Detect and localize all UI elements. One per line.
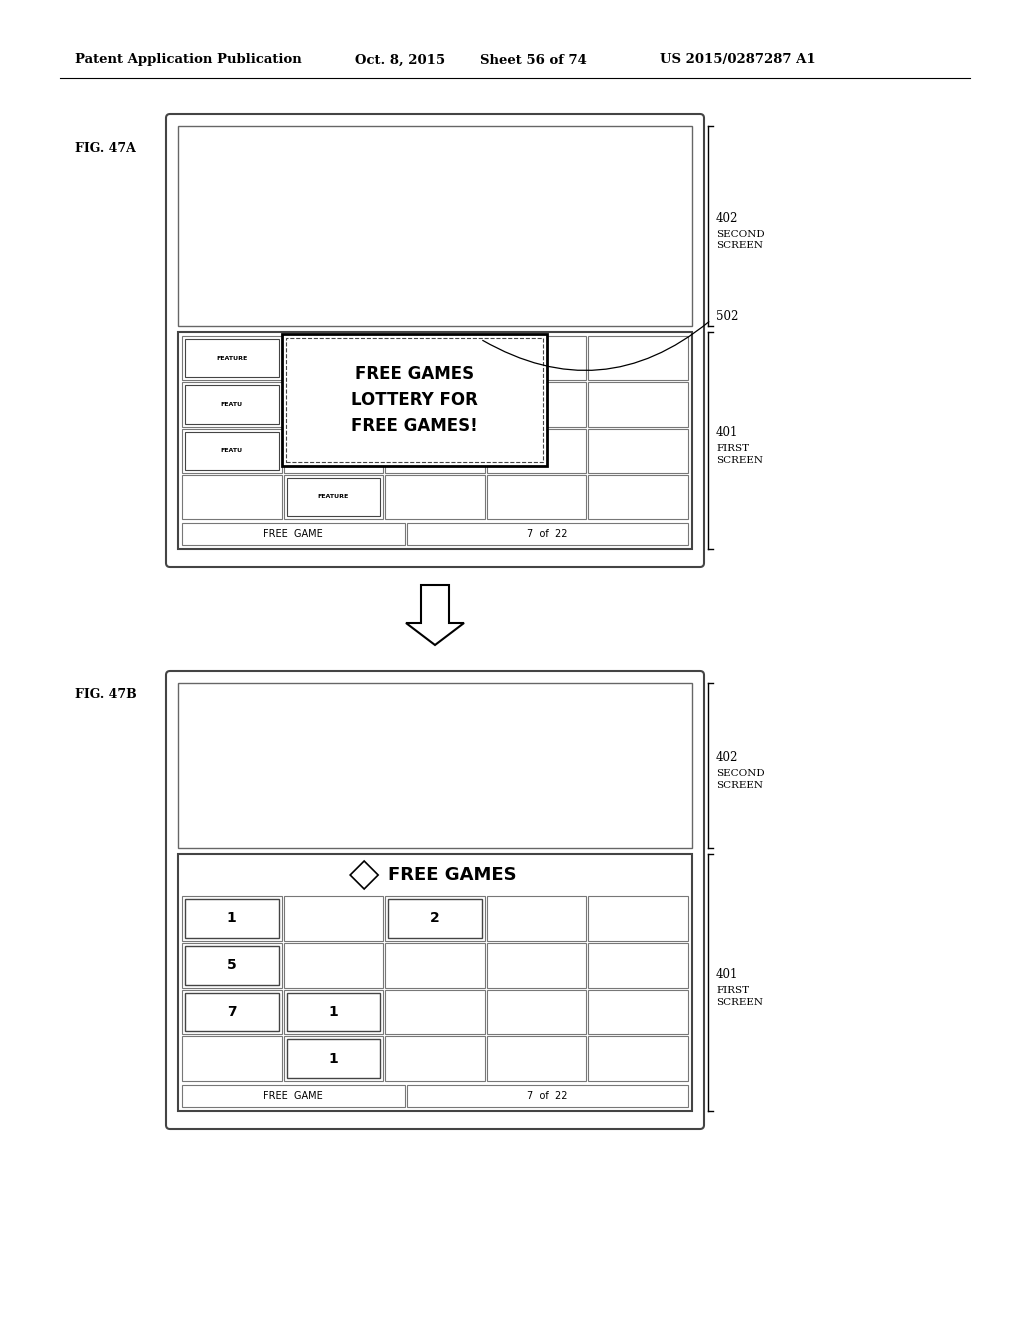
Text: FIRST
SCREEN: FIRST SCREEN bbox=[716, 445, 763, 465]
Bar bbox=[486, 942, 587, 987]
Text: 5: 5 bbox=[227, 958, 237, 972]
Bar bbox=[385, 896, 484, 941]
Text: Sheet 56 of 74: Sheet 56 of 74 bbox=[480, 54, 587, 66]
Bar bbox=[486, 429, 587, 473]
Text: 401: 401 bbox=[716, 968, 738, 981]
Bar bbox=[185, 432, 279, 470]
Bar bbox=[486, 383, 587, 426]
Text: 7: 7 bbox=[227, 1005, 237, 1019]
Text: FREE  GAME: FREE GAME bbox=[263, 529, 324, 539]
Bar bbox=[284, 337, 383, 380]
Bar bbox=[182, 383, 282, 426]
Bar bbox=[178, 333, 692, 549]
Bar bbox=[589, 475, 688, 519]
Text: 1: 1 bbox=[329, 1005, 338, 1019]
Bar bbox=[185, 945, 279, 985]
Bar bbox=[385, 475, 484, 519]
Text: 401: 401 bbox=[716, 426, 738, 440]
Bar bbox=[182, 990, 282, 1035]
Bar bbox=[388, 899, 482, 937]
Bar bbox=[385, 942, 484, 987]
Bar bbox=[407, 523, 688, 545]
Text: FIRST
SCREEN: FIRST SCREEN bbox=[716, 986, 763, 1007]
Bar bbox=[385, 1036, 484, 1081]
Text: FEATURE: FEATURE bbox=[216, 355, 248, 360]
Bar bbox=[284, 942, 383, 987]
Bar bbox=[287, 478, 380, 516]
Bar bbox=[182, 1036, 282, 1081]
Text: FIG. 47B: FIG. 47B bbox=[75, 689, 137, 701]
Bar bbox=[385, 429, 484, 473]
Bar bbox=[182, 1085, 404, 1107]
Text: 402: 402 bbox=[716, 751, 738, 764]
Bar bbox=[284, 896, 383, 941]
Text: FEATURE: FEATURE bbox=[317, 495, 349, 499]
Text: US 2015/0287287 A1: US 2015/0287287 A1 bbox=[660, 54, 816, 66]
Bar bbox=[284, 383, 383, 426]
Bar bbox=[182, 429, 282, 473]
Bar bbox=[178, 125, 692, 326]
FancyBboxPatch shape bbox=[166, 114, 705, 568]
Bar bbox=[284, 1036, 383, 1081]
Bar bbox=[388, 339, 482, 378]
Bar bbox=[182, 337, 282, 380]
Bar bbox=[407, 1085, 688, 1107]
FancyBboxPatch shape bbox=[166, 671, 705, 1129]
Bar bbox=[185, 339, 279, 378]
Bar bbox=[589, 942, 688, 987]
Text: SECOND
SCREEN: SECOND SCREEN bbox=[716, 770, 765, 789]
Text: FEATU: FEATU bbox=[221, 447, 243, 453]
Text: FREE GAMES: FREE GAMES bbox=[388, 866, 517, 884]
Text: 1: 1 bbox=[329, 1052, 338, 1065]
Bar bbox=[284, 990, 383, 1035]
Bar bbox=[589, 383, 688, 426]
Bar bbox=[589, 990, 688, 1035]
Bar bbox=[589, 1036, 688, 1081]
Bar bbox=[589, 429, 688, 473]
Text: FEATURE: FEATURE bbox=[420, 355, 451, 360]
Bar bbox=[486, 475, 587, 519]
Text: Patent Application Publication: Patent Application Publication bbox=[75, 54, 302, 66]
Polygon shape bbox=[350, 861, 378, 888]
Bar bbox=[182, 942, 282, 987]
Bar bbox=[486, 1036, 587, 1081]
Bar bbox=[385, 990, 484, 1035]
Bar bbox=[182, 523, 404, 545]
Text: 402: 402 bbox=[716, 211, 738, 224]
Text: 2: 2 bbox=[430, 911, 440, 925]
Bar bbox=[178, 854, 692, 1111]
Text: 1: 1 bbox=[227, 911, 237, 925]
Bar bbox=[284, 429, 383, 473]
Bar bbox=[282, 334, 547, 466]
Text: SECOND
SCREEN: SECOND SCREEN bbox=[716, 230, 765, 249]
Text: Oct. 8, 2015: Oct. 8, 2015 bbox=[355, 54, 445, 66]
Bar bbox=[589, 896, 688, 941]
Bar bbox=[185, 899, 279, 937]
Bar bbox=[589, 337, 688, 380]
Polygon shape bbox=[406, 585, 464, 645]
Bar bbox=[486, 990, 587, 1035]
Text: FREE  GAME: FREE GAME bbox=[263, 1092, 324, 1101]
Bar bbox=[287, 993, 380, 1031]
Bar bbox=[486, 337, 587, 380]
Bar bbox=[286, 338, 543, 462]
Text: FREE GAMES
LOTTERY FOR
FREE GAMES!: FREE GAMES LOTTERY FOR FREE GAMES! bbox=[350, 364, 477, 436]
Text: 7  of  22: 7 of 22 bbox=[527, 1092, 567, 1101]
Bar bbox=[185, 993, 279, 1031]
Bar bbox=[385, 337, 484, 380]
Text: FIG. 47A: FIG. 47A bbox=[75, 141, 136, 154]
Bar bbox=[284, 475, 383, 519]
FancyArrowPatch shape bbox=[482, 322, 709, 371]
Bar bbox=[182, 896, 282, 941]
Bar bbox=[182, 475, 282, 519]
Text: 7  of  22: 7 of 22 bbox=[527, 529, 567, 539]
Bar bbox=[287, 1039, 380, 1078]
Bar bbox=[486, 896, 587, 941]
Bar bbox=[178, 682, 692, 847]
Text: FEATU: FEATU bbox=[221, 401, 243, 407]
Bar bbox=[385, 383, 484, 426]
Bar bbox=[185, 385, 279, 424]
Text: 502: 502 bbox=[716, 310, 738, 323]
